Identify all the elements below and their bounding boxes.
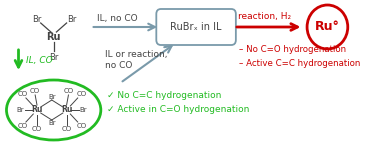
Circle shape (307, 5, 348, 49)
Text: – Active C=C hydrogenation: – Active C=C hydrogenation (239, 58, 360, 67)
Text: reaction, H₂: reaction, H₂ (238, 13, 291, 22)
Text: Br: Br (49, 53, 58, 62)
Text: ✓ Active in C=O hydrogenation: ✓ Active in C=O hydrogenation (107, 106, 249, 115)
Text: Ru: Ru (46, 32, 61, 42)
Text: CO: CO (18, 123, 28, 129)
Text: CO: CO (76, 91, 87, 97)
Text: IL, no CO: IL, no CO (97, 13, 138, 22)
Text: RuBrₓ in IL: RuBrₓ in IL (170, 22, 222, 32)
Text: Br: Br (32, 16, 42, 24)
Text: CO: CO (32, 126, 42, 132)
Text: CO: CO (64, 88, 73, 94)
Text: Br: Br (48, 94, 56, 100)
Text: Br: Br (17, 107, 24, 113)
Text: Ru: Ru (61, 106, 72, 115)
Text: – No C=O hydrogenation: – No C=O hydrogenation (239, 46, 346, 55)
Text: CO: CO (76, 123, 87, 129)
Text: CO: CO (62, 126, 72, 132)
Text: CO: CO (18, 91, 28, 97)
Text: IL or reaction,
no CO: IL or reaction, no CO (105, 50, 167, 70)
Text: Br: Br (79, 107, 87, 113)
Text: ✓ No C=C hydrogenation: ✓ No C=C hydrogenation (107, 91, 222, 100)
Ellipse shape (6, 80, 101, 140)
FancyBboxPatch shape (156, 9, 236, 45)
Text: IL, CO: IL, CO (26, 55, 53, 64)
Text: Br: Br (48, 120, 56, 126)
Text: Ru: Ru (31, 106, 43, 115)
Text: CO: CO (30, 88, 40, 94)
Text: Br: Br (67, 16, 77, 24)
Text: Ru°: Ru° (315, 20, 340, 33)
